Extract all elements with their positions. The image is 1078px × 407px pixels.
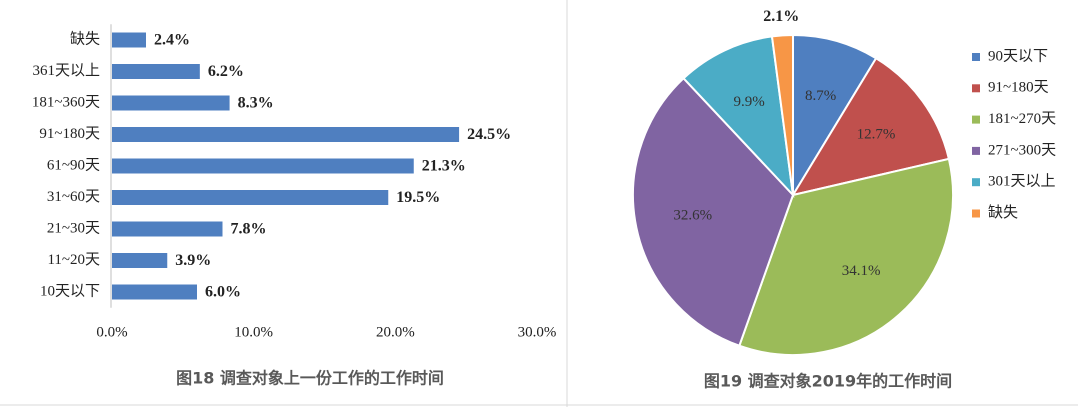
y-tick-label: 11~20天 <box>47 252 100 268</box>
value-label: 6.2% <box>208 63 244 80</box>
y-tick-label: 31~60天 <box>47 189 100 205</box>
pie-chart-title: 图19 调查对象2019年的工作时间 <box>704 372 952 391</box>
value-label: 21.3% <box>422 158 466 175</box>
slice-label: 12.7% <box>857 126 896 142</box>
value-label: 19.5% <box>396 189 440 206</box>
bar <box>112 127 460 142</box>
bar <box>112 190 389 205</box>
value-label: 3.9% <box>175 252 211 269</box>
value-label: 2.4% <box>154 32 190 49</box>
bar <box>112 32 146 48</box>
y-tick-label: 21~30天 <box>47 220 100 236</box>
slice-label: 8.7% <box>805 88 836 104</box>
y-tick-label: 缺失 <box>70 30 100 47</box>
legend-label: 301天以上 <box>988 173 1056 190</box>
y-tick-label: 181~360天 <box>32 94 100 110</box>
slice-label: 9.9% <box>734 94 765 110</box>
legend-swatch <box>972 115 980 124</box>
bar <box>112 253 168 268</box>
bar <box>112 221 223 237</box>
legend-swatch <box>972 146 980 155</box>
x-tick-label: 20.0% <box>376 324 415 340</box>
bar <box>112 158 414 174</box>
x-tick-label: 0.0% <box>96 324 127 340</box>
legend-label: 181~270天 <box>988 111 1056 127</box>
y-tick-label: 61~90天 <box>47 157 100 173</box>
pie-slice <box>738 157 954 356</box>
bar-chart-title: 图18 调查对象上一份工作的工作时间 <box>176 369 444 388</box>
pie-slice <box>682 35 795 198</box>
legend-label: 91~180天 <box>988 80 1049 96</box>
bar <box>112 64 200 79</box>
value-label: 8.3% <box>238 95 274 112</box>
legend-swatch <box>972 209 980 218</box>
value-label: 6.0% <box>205 284 241 301</box>
y-tick-label: 361天以上 <box>32 62 100 79</box>
pie-slice <box>790 56 951 197</box>
bar <box>112 284 197 300</box>
legend-swatch <box>972 53 980 61</box>
pie-slice <box>770 33 794 196</box>
bar <box>112 95 230 111</box>
value-label: 24.5% <box>467 126 511 143</box>
legend-label: 缺失 <box>988 204 1018 221</box>
legend-label: 90天以下 <box>988 48 1048 64</box>
legend-swatch <box>972 84 980 93</box>
legend-label: 271~300天 <box>988 142 1056 158</box>
y-tick-label: 91~180天 <box>39 126 100 142</box>
legend-swatch <box>972 178 980 187</box>
y-tick-label: 10天以下 <box>40 283 100 299</box>
value-label: 7.8% <box>231 221 267 238</box>
x-tick-label: 10.0% <box>234 324 273 340</box>
x-tick-label: 30.0% <box>518 324 557 340</box>
slice-label: 32.6% <box>673 207 712 223</box>
slice-label: 34.1% <box>842 263 881 279</box>
pie-slice <box>792 33 878 199</box>
slice-label: 2.1% <box>763 8 799 25</box>
pie-slice <box>632 76 795 348</box>
